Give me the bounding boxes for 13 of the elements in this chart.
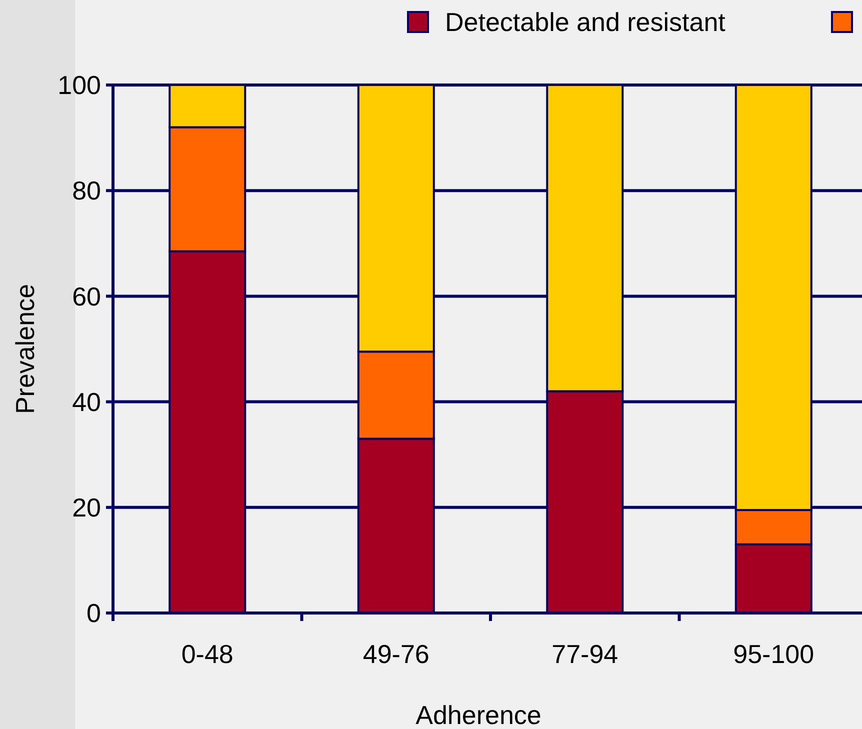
y-tick-label: 80: [72, 176, 101, 206]
y-axis-title: Prevalence: [10, 284, 40, 414]
x-tick-label: 49-76: [362, 639, 430, 669]
y-tick-label: 60: [72, 281, 101, 312]
x-axis-title: Adherence: [416, 700, 542, 729]
x-tick-label: 0-48: [181, 639, 234, 669]
x-tick-label: 95-100: [733, 639, 814, 669]
legend-label: Detectable and resistant: [445, 7, 726, 38]
y-tick-label: 20: [72, 492, 101, 522]
y-tick-label: 40: [72, 386, 101, 417]
y-tick-label: 0: [86, 598, 101, 628]
x-tick-label: 77-94: [552, 639, 618, 669]
y-tick-label: 100: [58, 70, 101, 100]
